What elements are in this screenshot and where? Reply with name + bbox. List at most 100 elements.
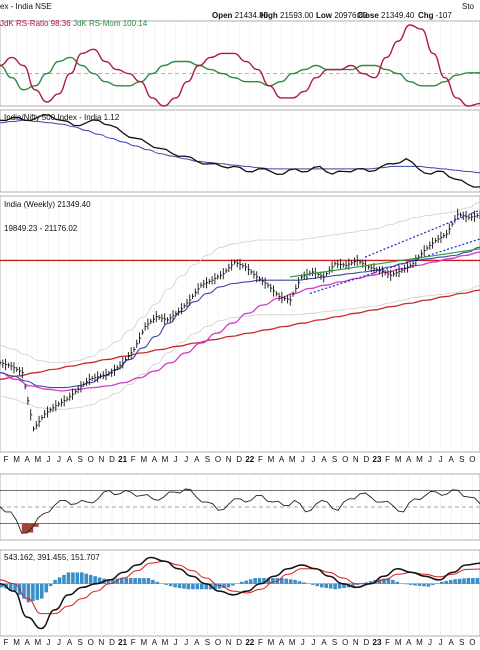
x-tick-label: M	[268, 455, 275, 464]
macd-histogram-bar	[382, 578, 386, 584]
osc-fill-neg	[27, 523, 34, 533]
macd-histogram-bar	[391, 579, 395, 584]
x-tick-label: D	[364, 638, 370, 647]
macd-histogram-bar	[155, 581, 160, 584]
macd-histogram-bar	[66, 572, 71, 584]
x-tick-label: M	[289, 455, 296, 464]
x-tick-label: N	[353, 455, 359, 464]
x-tick-label: A	[67, 638, 73, 647]
x-tick-label: O	[215, 638, 221, 647]
x-tick-label: J	[46, 455, 50, 464]
macd-histogram-bar	[297, 581, 302, 584]
x-tick-label: D	[236, 455, 242, 464]
macd-histogram-bar	[88, 574, 93, 584]
macd-histogram-bar	[404, 583, 408, 585]
x-tick-label: S	[78, 638, 83, 647]
ohlc-chg: Chg -107	[418, 11, 452, 20]
x-tick-label: J	[174, 455, 178, 464]
x-tick-label: J	[184, 638, 188, 647]
macd-histogram-bar	[466, 577, 471, 584]
rs-legend: India/Nifty 500 Index - India 1.12	[4, 113, 120, 122]
macd-histogram-bar	[0, 583, 4, 588]
rs-mom-line	[0, 56, 480, 91]
macd-histogram-bar	[284, 578, 288, 584]
x-tick-label: A	[25, 638, 31, 647]
x-tick-label: A	[152, 455, 158, 464]
x-tick-label: M	[162, 455, 169, 464]
macd-histogram-bar	[182, 583, 186, 589]
macd-histogram-bar	[106, 579, 111, 584]
panel-rrg	[0, 20, 480, 107]
macd-histogram-bar	[440, 581, 444, 584]
macd-histogram-bar	[457, 578, 462, 584]
macd-histogram-bar	[408, 583, 413, 585]
x-tick-label: F	[4, 455, 9, 464]
x-tick-label: J	[428, 455, 432, 464]
x-tick-label: D	[109, 638, 115, 647]
x-tick-label: D	[364, 455, 370, 464]
x-tick-label: A	[152, 638, 158, 647]
x-tick-label: A	[321, 455, 327, 464]
x-tick-label: O	[342, 638, 348, 647]
rrg-legend: JdK RS-Ratio 98.36 JdK RS-Mom 100.14	[0, 19, 148, 28]
x-tick-label: F	[385, 455, 390, 464]
macd-histogram-bar	[342, 583, 346, 589]
x-tick-label: S	[205, 638, 210, 647]
x-tick-label: S	[332, 638, 337, 647]
osc-line	[0, 488, 480, 534]
macd-histogram-bar	[271, 578, 275, 584]
macd-histogram-bar	[120, 578, 124, 584]
macd-histogram-bar	[31, 583, 35, 602]
macd-histogram-bar	[84, 573, 88, 584]
macd-histogram-bar	[333, 583, 337, 590]
x-tick-label: M	[34, 638, 41, 647]
x-tick-label: O	[469, 638, 475, 647]
x-tick-label: M	[416, 638, 423, 647]
x-tick-label: A	[449, 455, 455, 464]
x-tick-label: J	[439, 638, 443, 647]
macd-histogram-bar	[133, 578, 137, 584]
macd-histogram-bar	[93, 576, 97, 584]
x-tick-label: M	[162, 638, 169, 647]
x-tick-label: S	[332, 455, 337, 464]
macd-histogram-bar	[337, 583, 342, 589]
x-tick-label: S	[459, 638, 464, 647]
x-tick-label: 23	[373, 455, 382, 464]
panel-rs	[0, 109, 480, 193]
macd-histogram-bar	[173, 583, 177, 588]
macd-histogram-bar	[240, 581, 244, 584]
x-tick-label: M	[34, 455, 41, 464]
x-tick-label: A	[406, 638, 412, 647]
macd-histogram-bar	[351, 583, 355, 587]
ohlc-close: Close 21349.40	[357, 11, 415, 20]
macd-histogram-bar	[248, 579, 253, 584]
band-upper	[0, 201, 480, 363]
macd-histogram-bar	[204, 583, 208, 590]
x-tick-label: M	[416, 455, 423, 464]
chart-title: ex - India NSE	[0, 2, 52, 11]
x-tick-label: O	[342, 455, 348, 464]
macd-histogram-bar	[8, 583, 13, 590]
macd-histogram-bar	[168, 583, 173, 587]
macd-histogram-bar	[448, 580, 453, 584]
osc-fill-neg	[32, 523, 39, 527]
macd-histogram-bar	[97, 577, 102, 584]
x-axis: F M A M J J A S O N D 21 F M A M J J A S O N D 22 F M A M J J A S O N D 23 F…	[4, 455, 476, 647]
price-sublegend: 19849.23 - 21176.02	[4, 224, 78, 233]
macd-histogram-bar	[48, 583, 53, 587]
x-tick-label: S	[459, 455, 464, 464]
channel-upper	[364, 209, 480, 258]
macd-line	[0, 556, 480, 630]
macd-histogram-bar	[217, 583, 222, 589]
price-legend: India (Weekly) 21349.40	[4, 200, 91, 209]
macd-histogram-bar	[111, 579, 115, 584]
macd-histogram-bar	[262, 578, 266, 584]
macd-histogram-bar	[13, 583, 17, 592]
x-tick-label: N	[353, 638, 359, 647]
rs-average-line	[0, 119, 480, 174]
x-tick-label: F	[4, 638, 9, 647]
x-tick-label: J	[301, 455, 305, 464]
macd-histogram-bar	[462, 578, 466, 584]
macd-histogram-bar	[231, 583, 235, 586]
ohlc-low: Low 20976.80	[316, 11, 368, 20]
